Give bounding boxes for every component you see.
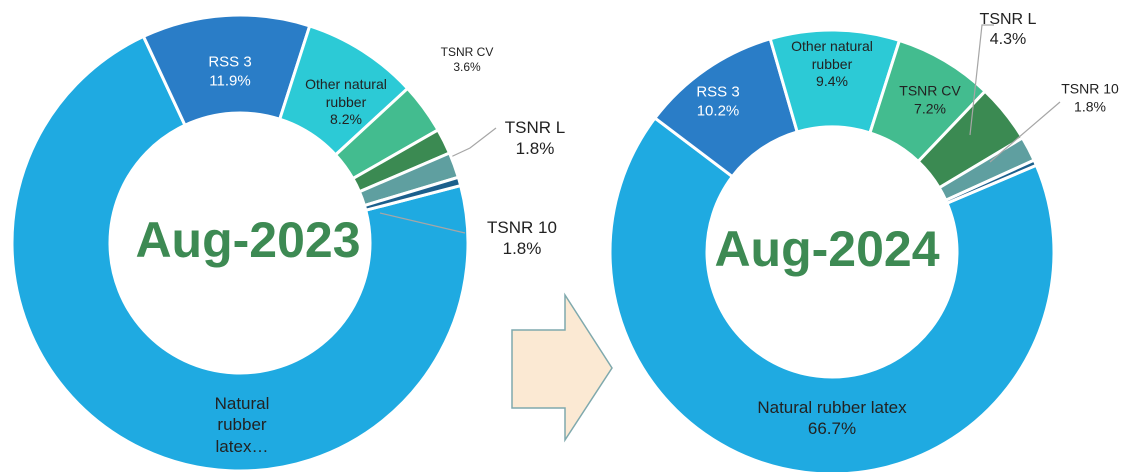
value-label: 66.7%: [807, 419, 857, 438]
slice-label: TSNR L 4.3%: [963, 10, 1053, 50]
slice-label: Other natural rubber 8.2%: [291, 76, 401, 129]
category-name: RSS 3: [208, 53, 252, 71]
value-label: 10.2%: [696, 102, 740, 119]
value-label: 11.9%: [209, 72, 251, 89]
category-name: RSS 3: [696, 83, 740, 101]
slice: [10, 34, 470, 472]
slice-label: RSS 3 10.2%: [673, 83, 763, 121]
slice-label: TSNR CV 7.2%: [885, 83, 975, 118]
slice-label: Other natural rubber 9.4%: [782, 38, 882, 91]
category-name: Natural rubber latex…: [214, 394, 270, 456]
value-label: 1.8%: [515, 139, 555, 158]
slice-label: TSNR 10 1.8%: [477, 217, 567, 260]
value-label: 1.8%: [1074, 98, 1106, 114]
category-name: TSNR 10: [1061, 80, 1119, 97]
slice-label: TSNR 10 1.8%: [1050, 81, 1127, 116]
slice: [608, 115, 1056, 472]
leader-line: [969, 24, 994, 136]
slice-label: RSS 3 11.9%: [185, 53, 275, 91]
arrow: [511, 292, 613, 443]
value-label: 9.4%: [816, 72, 848, 89]
slice-label: TSNR CV 3.6%: [422, 45, 512, 75]
value-label: 7.2%: [914, 100, 946, 116]
leader-line: [379, 212, 466, 234]
value-label: 1.8%: [502, 239, 542, 258]
value-label: 8.2%: [330, 110, 362, 127]
value-label: 3.6%: [453, 60, 481, 74]
category-name: TSNR L: [504, 117, 566, 137]
center-title: Aug-2023: [135, 212, 360, 268]
slice: [362, 175, 463, 213]
slice: [943, 158, 1039, 206]
slice-label: TSNR L 1.8%: [490, 117, 580, 160]
category-name: TSNR CV: [899, 82, 961, 99]
category-name: Other natural rubber: [791, 37, 873, 72]
category-name: TSNR CV: [440, 45, 494, 59]
center-title: Aug-2024: [714, 221, 939, 277]
slice-label: Natural rubber latex 66.7%: [757, 397, 907, 440]
slice-label: Natural rubber latex…: [202, 393, 282, 457]
category-name: Natural rubber latex: [757, 397, 907, 417]
category-name: TSNR 10: [487, 217, 557, 237]
value-label: 4.3%: [989, 31, 1027, 48]
category-name: Other natural rubber: [305, 75, 387, 110]
leader-line: [989, 101, 1061, 163]
category-name: TSNR L: [979, 11, 1037, 28]
